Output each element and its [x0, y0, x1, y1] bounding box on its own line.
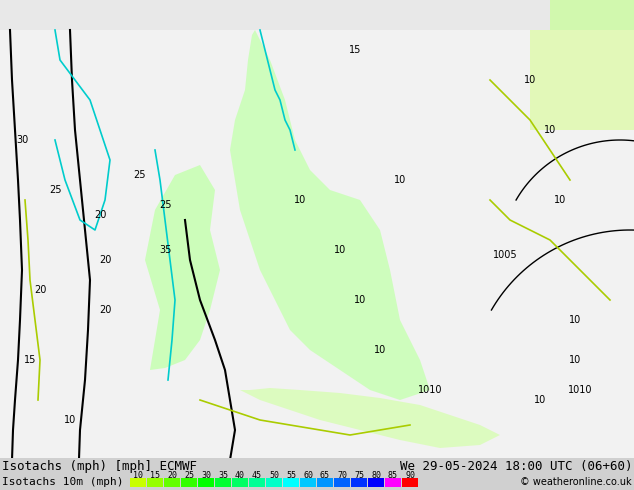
Text: 10: 10 [64, 415, 76, 425]
Text: 70: 70 [337, 471, 347, 480]
Text: 25: 25 [49, 185, 61, 195]
Text: 10: 10 [294, 195, 306, 205]
Bar [317, 478, 333, 487]
Text: 20: 20 [99, 305, 111, 315]
Text: 90: 90 [405, 471, 415, 480]
Text: © weatheronline.co.uk: © weatheronline.co.uk [521, 477, 632, 487]
Text: 10: 10 [534, 395, 546, 405]
Text: Isotachs 10m (mph): Isotachs 10m (mph) [2, 477, 124, 487]
Bar [530, 30, 634, 130]
Text: We 29-05-2024 18:00 UTC (06+60): We 29-05-2024 18:00 UTC (06+60) [399, 460, 632, 472]
Bar [283, 478, 299, 487]
Text: 10: 10 [354, 295, 366, 305]
Text: 85: 85 [388, 471, 398, 480]
Text: 10: 10 [554, 195, 566, 205]
Text: 10: 10 [544, 125, 556, 135]
Bar [385, 478, 401, 487]
Bar [147, 478, 163, 487]
Text: 1010: 1010 [568, 385, 592, 395]
Text: 20: 20 [34, 285, 46, 295]
Text: 25: 25 [134, 170, 146, 180]
Text: 10: 10 [334, 245, 346, 255]
Text: 10: 10 [524, 75, 536, 85]
Text: 75: 75 [354, 471, 364, 480]
Text: 10: 10 [394, 175, 406, 185]
Bar [164, 478, 180, 487]
Bar [198, 478, 214, 487]
Text: 45: 45 [252, 471, 262, 480]
Bar [266, 478, 282, 487]
Text: 20: 20 [94, 210, 106, 220]
Text: 1005: 1005 [493, 250, 517, 260]
Bar [130, 478, 146, 487]
Bar [300, 478, 316, 487]
Text: Isotachs (mph) [mph] ECMWF: Isotachs (mph) [mph] ECMWF [2, 460, 197, 472]
Text: 10: 10 [569, 355, 581, 365]
Text: 30: 30 [201, 471, 211, 480]
Text: 35: 35 [158, 245, 171, 255]
Text: 35: 35 [218, 471, 228, 480]
Text: 50: 50 [269, 471, 279, 480]
Text: 25: 25 [184, 471, 194, 480]
Text: 65: 65 [320, 471, 330, 480]
Bar [0, 458, 634, 490]
Text: 20: 20 [167, 471, 177, 480]
Text: 20: 20 [99, 255, 111, 265]
Text: 10: 10 [374, 345, 386, 355]
Text: 15: 15 [150, 471, 160, 480]
Bar [351, 478, 367, 487]
Bar [368, 478, 384, 487]
Text: 10: 10 [569, 315, 581, 325]
Polygon shape [240, 388, 500, 448]
Polygon shape [145, 165, 220, 370]
Text: 25: 25 [158, 200, 171, 210]
Text: 1010: 1010 [418, 385, 443, 395]
Text: 60: 60 [303, 471, 313, 480]
Text: 10: 10 [133, 471, 143, 480]
Text: 55: 55 [286, 471, 296, 480]
Bar [334, 478, 350, 487]
Text: 30: 30 [16, 135, 28, 145]
Text: 15: 15 [24, 355, 36, 365]
Polygon shape [230, 30, 430, 400]
Bar [232, 478, 248, 487]
Bar [181, 478, 197, 487]
Bar [402, 478, 418, 487]
Bar [249, 478, 265, 487]
Bar [550, 0, 634, 30]
Bar [0, 30, 634, 460]
Text: 80: 80 [371, 471, 381, 480]
Text: 15: 15 [349, 45, 361, 55]
Bar [215, 478, 231, 487]
Text: 40: 40 [235, 471, 245, 480]
